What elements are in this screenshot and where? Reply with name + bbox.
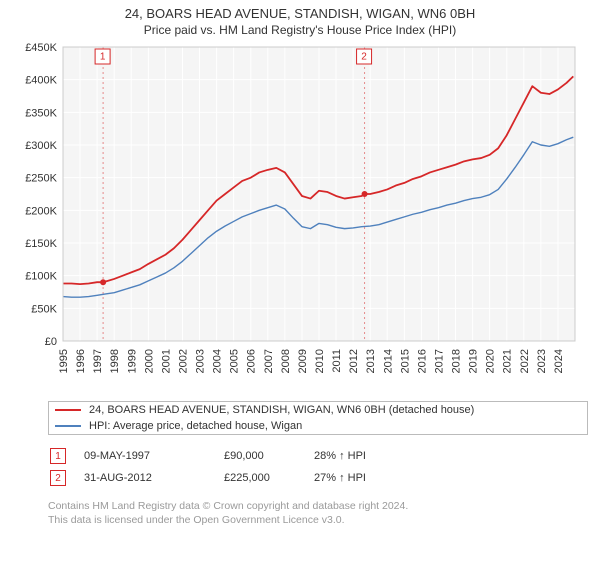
svg-text:2006: 2006 <box>246 349 258 373</box>
svg-text:2017: 2017 <box>433 349 445 373</box>
svg-text:£0: £0 <box>45 336 57 348</box>
transaction-date: 31-AUG-2012 <box>84 472 224 484</box>
svg-text:1997: 1997 <box>92 349 104 373</box>
svg-text:£100K: £100K <box>25 271 57 283</box>
legend-swatch-hpi <box>55 425 81 427</box>
transaction-diff: 27% ↑ HPI <box>314 472 414 484</box>
svg-text:2008: 2008 <box>280 349 292 373</box>
svg-text:2005: 2005 <box>229 349 241 373</box>
svg-text:£450K: £450K <box>25 42 57 54</box>
svg-text:2024: 2024 <box>553 349 565 373</box>
svg-text:2016: 2016 <box>416 349 428 373</box>
svg-text:1999: 1999 <box>126 349 138 373</box>
transaction-marker: 2 <box>50 470 66 486</box>
svg-text:2009: 2009 <box>297 349 309 373</box>
legend: 24, BOARS HEAD AVENUE, STANDISH, WIGAN, … <box>48 401 588 435</box>
svg-text:2020: 2020 <box>485 349 497 373</box>
svg-text:2004: 2004 <box>212 349 224 373</box>
svg-text:2012: 2012 <box>348 349 360 373</box>
svg-text:2015: 2015 <box>399 349 411 373</box>
svg-text:£400K: £400K <box>25 75 57 87</box>
credits-line-1: Contains HM Land Registry data © Crown c… <box>48 499 588 513</box>
legend-item-subject: 24, BOARS HEAD AVENUE, STANDISH, WIGAN, … <box>49 402 587 418</box>
svg-text:2003: 2003 <box>195 349 207 373</box>
legend-label-subject: 24, BOARS HEAD AVENUE, STANDISH, WIGAN, … <box>89 404 474 416</box>
page-title: 24, BOARS HEAD AVENUE, STANDISH, WIGAN, … <box>0 6 600 21</box>
price-chart: £0 £50K £100K £150K £200K £250K £300K £350K £400… <box>15 41 585 401</box>
transaction-marker: 1 <box>50 448 66 464</box>
svg-text:2: 2 <box>361 52 367 63</box>
svg-text:2002: 2002 <box>177 349 189 373</box>
credits: Contains HM Land Registry data © Crown c… <box>48 499 588 527</box>
svg-text:2013: 2013 <box>365 349 377 373</box>
transaction-row: 1 09-MAY-1997£90,00028% ↑ HPI <box>48 445 588 467</box>
legend-label-hpi: HPI: Average price, detached house, Wiga… <box>89 420 302 432</box>
legend-item-hpi: HPI: Average price, detached house, Wiga… <box>49 418 587 434</box>
svg-text:£250K: £250K <box>25 173 57 185</box>
svg-text:2022: 2022 <box>519 349 531 373</box>
svg-text:£50K: £50K <box>31 303 57 315</box>
svg-text:1995: 1995 <box>58 349 70 373</box>
svg-text:2007: 2007 <box>263 349 275 373</box>
svg-text:1: 1 <box>100 52 106 63</box>
svg-text:2023: 2023 <box>536 349 548 373</box>
transaction-price: £225,000 <box>224 472 314 484</box>
svg-text:£300K: £300K <box>25 140 57 152</box>
svg-text:2018: 2018 <box>451 349 463 373</box>
transactions-table: 1 09-MAY-1997£90,00028% ↑ HPI 2 31-AUG-2012… <box>48 445 588 489</box>
svg-text:2010: 2010 <box>314 349 326 373</box>
svg-text:1996: 1996 <box>75 349 87 373</box>
chart-svg: £0 £50K £100K £150K £200K £250K £300K £350K £400… <box>15 41 585 401</box>
svg-text:2014: 2014 <box>382 349 394 373</box>
credits-line-2: This data is licensed under the Open Gov… <box>48 513 588 527</box>
transaction-row: 2 31-AUG-2012£225,00027% ↑ HPI <box>48 467 588 489</box>
svg-text:2011: 2011 <box>331 349 343 373</box>
transaction-date: 09-MAY-1997 <box>84 450 224 462</box>
svg-text:£150K: £150K <box>25 238 57 250</box>
svg-text:£200K: £200K <box>25 205 57 217</box>
svg-text:2001: 2001 <box>160 349 172 373</box>
svg-text:2000: 2000 <box>143 349 155 373</box>
svg-text:1998: 1998 <box>109 349 121 373</box>
transaction-price: £90,000 <box>224 450 314 462</box>
legend-swatch-subject <box>55 409 81 411</box>
svg-text:2019: 2019 <box>468 349 480 373</box>
page-subtitle: Price paid vs. HM Land Registry's House … <box>0 23 600 37</box>
transaction-diff: 28% ↑ HPI <box>314 450 414 462</box>
svg-text:2021: 2021 <box>502 349 514 373</box>
svg-text:£350K: £350K <box>25 107 57 119</box>
